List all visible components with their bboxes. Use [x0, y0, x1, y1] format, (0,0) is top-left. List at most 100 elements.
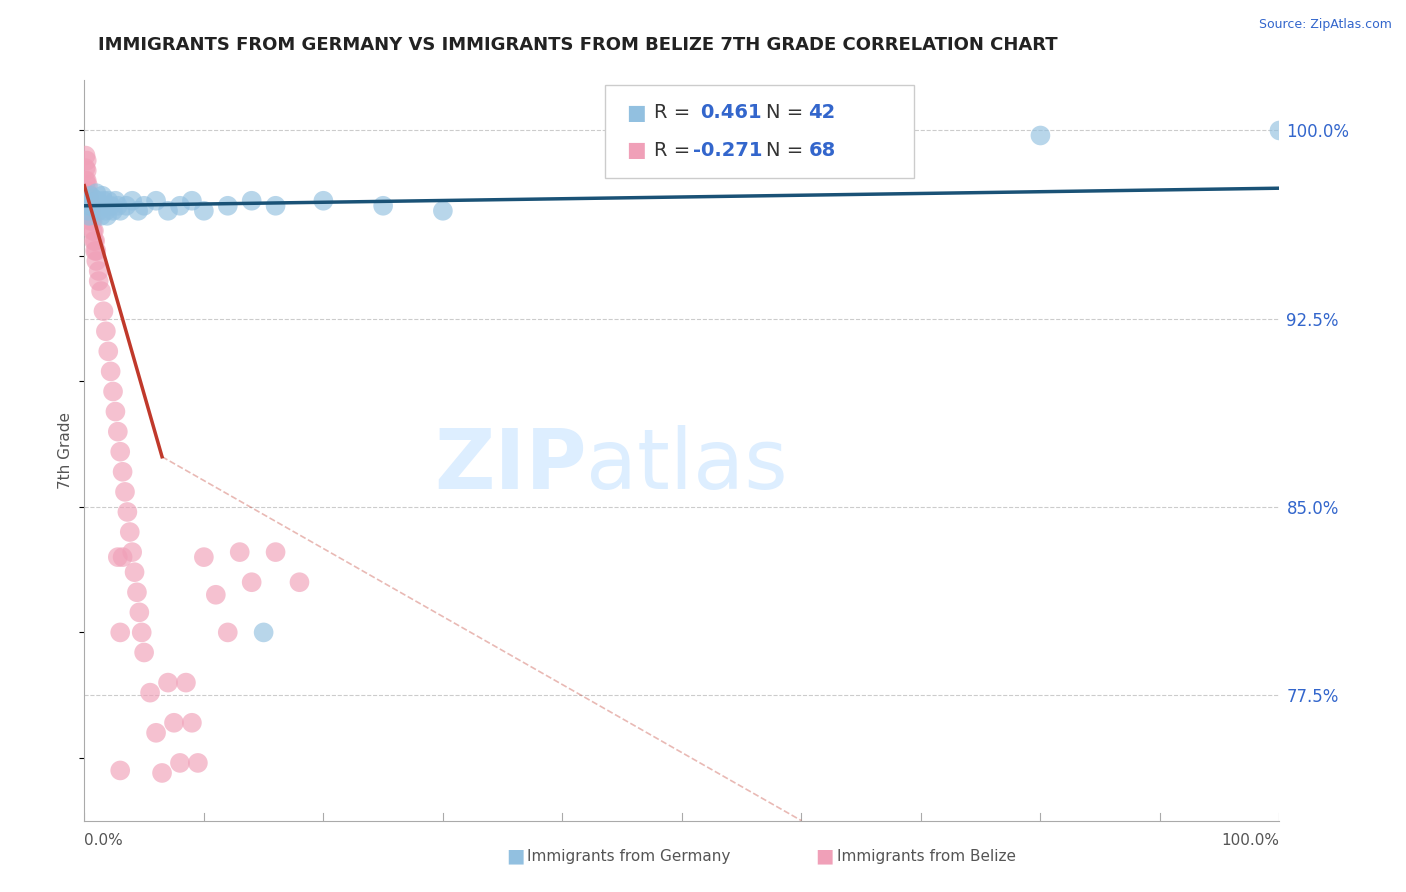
Point — [87, 274, 110, 288]
Point — [76, 194, 98, 208]
Y-axis label: 7th Grade: 7th Grade — [58, 412, 73, 489]
Text: atlas: atlas — [586, 425, 787, 506]
Point — [157, 203, 180, 218]
Point — [111, 550, 134, 565]
Text: ■: ■ — [626, 140, 645, 161]
Point — [107, 550, 129, 565]
Text: R =: R = — [654, 103, 696, 122]
Point — [240, 575, 263, 590]
Point — [181, 194, 204, 208]
Point — [229, 545, 252, 559]
Point — [288, 575, 311, 590]
Point — [90, 209, 112, 223]
Point — [83, 234, 105, 248]
Point — [80, 203, 103, 218]
Point — [77, 199, 100, 213]
Text: Immigrants from Germany: Immigrants from Germany — [527, 849, 731, 863]
Point — [181, 715, 204, 730]
Point — [145, 194, 167, 208]
Point — [121, 545, 143, 559]
Point — [86, 186, 108, 201]
Point — [169, 756, 191, 770]
Text: 0.461: 0.461 — [700, 103, 762, 122]
Point — [114, 484, 136, 499]
Point — [127, 203, 149, 218]
Point — [240, 194, 263, 208]
Point — [157, 675, 180, 690]
Point — [94, 324, 117, 338]
Point — [104, 194, 127, 208]
Point — [193, 550, 215, 565]
Point — [83, 196, 105, 211]
Point — [76, 153, 98, 168]
Point — [86, 244, 108, 258]
Point — [131, 625, 153, 640]
Point — [93, 194, 115, 208]
Point — [75, 148, 97, 162]
Text: IMMIGRANTS FROM GERMANY VS IMMIGRANTS FROM BELIZE 7TH GRADE CORRELATION CHART: IMMIGRANTS FROM GERMANY VS IMMIGRANTS FR… — [98, 36, 1059, 54]
Point — [1268, 123, 1291, 137]
Point — [75, 186, 97, 201]
Text: 100.0%: 100.0% — [1222, 833, 1279, 848]
Text: 68: 68 — [808, 141, 835, 160]
Text: Immigrants from Belize: Immigrants from Belize — [837, 849, 1015, 863]
Point — [79, 214, 101, 228]
Point — [174, 675, 197, 690]
Point — [76, 184, 98, 198]
Text: -0.271: -0.271 — [693, 141, 762, 160]
Text: 42: 42 — [808, 103, 835, 122]
Point — [101, 203, 124, 218]
Point — [84, 201, 107, 215]
Point — [76, 194, 98, 208]
Point — [93, 199, 115, 213]
Point — [77, 199, 100, 213]
Point — [110, 764, 132, 778]
Point — [75, 199, 97, 213]
Point — [101, 384, 124, 399]
Point — [93, 304, 115, 318]
Point — [97, 344, 120, 359]
Point — [107, 425, 129, 439]
Point — [79, 203, 101, 218]
Point — [77, 209, 100, 223]
Point — [91, 188, 114, 202]
Point — [75, 161, 97, 175]
Point — [80, 214, 103, 228]
Point — [132, 199, 156, 213]
Point — [94, 203, 117, 218]
Text: ■: ■ — [626, 103, 645, 123]
Point — [217, 199, 239, 213]
Point — [83, 224, 105, 238]
Point — [312, 194, 335, 208]
Point — [82, 214, 104, 228]
Point — [77, 209, 100, 223]
Point — [110, 444, 132, 458]
Point — [111, 465, 134, 479]
Point — [76, 174, 98, 188]
Point — [264, 545, 287, 559]
Text: N =: N = — [766, 103, 810, 122]
Point — [128, 605, 150, 619]
Point — [169, 199, 191, 213]
Point — [1029, 128, 1052, 143]
Text: ■: ■ — [506, 847, 524, 866]
Point — [75, 199, 97, 213]
Point — [77, 209, 100, 223]
Point — [264, 199, 287, 213]
Point — [118, 524, 141, 539]
Point — [110, 203, 132, 218]
Text: Source: ZipAtlas.com: Source: ZipAtlas.com — [1258, 18, 1392, 31]
Point — [90, 284, 112, 298]
Text: ■: ■ — [815, 847, 834, 866]
Point — [79, 194, 101, 208]
Point — [77, 188, 100, 202]
Point — [80, 199, 103, 213]
Point — [77, 203, 100, 218]
Point — [115, 199, 138, 213]
Point — [150, 766, 173, 780]
Point — [145, 726, 167, 740]
Point — [77, 188, 100, 202]
Point — [86, 254, 108, 268]
Point — [163, 715, 186, 730]
Point — [100, 364, 122, 378]
